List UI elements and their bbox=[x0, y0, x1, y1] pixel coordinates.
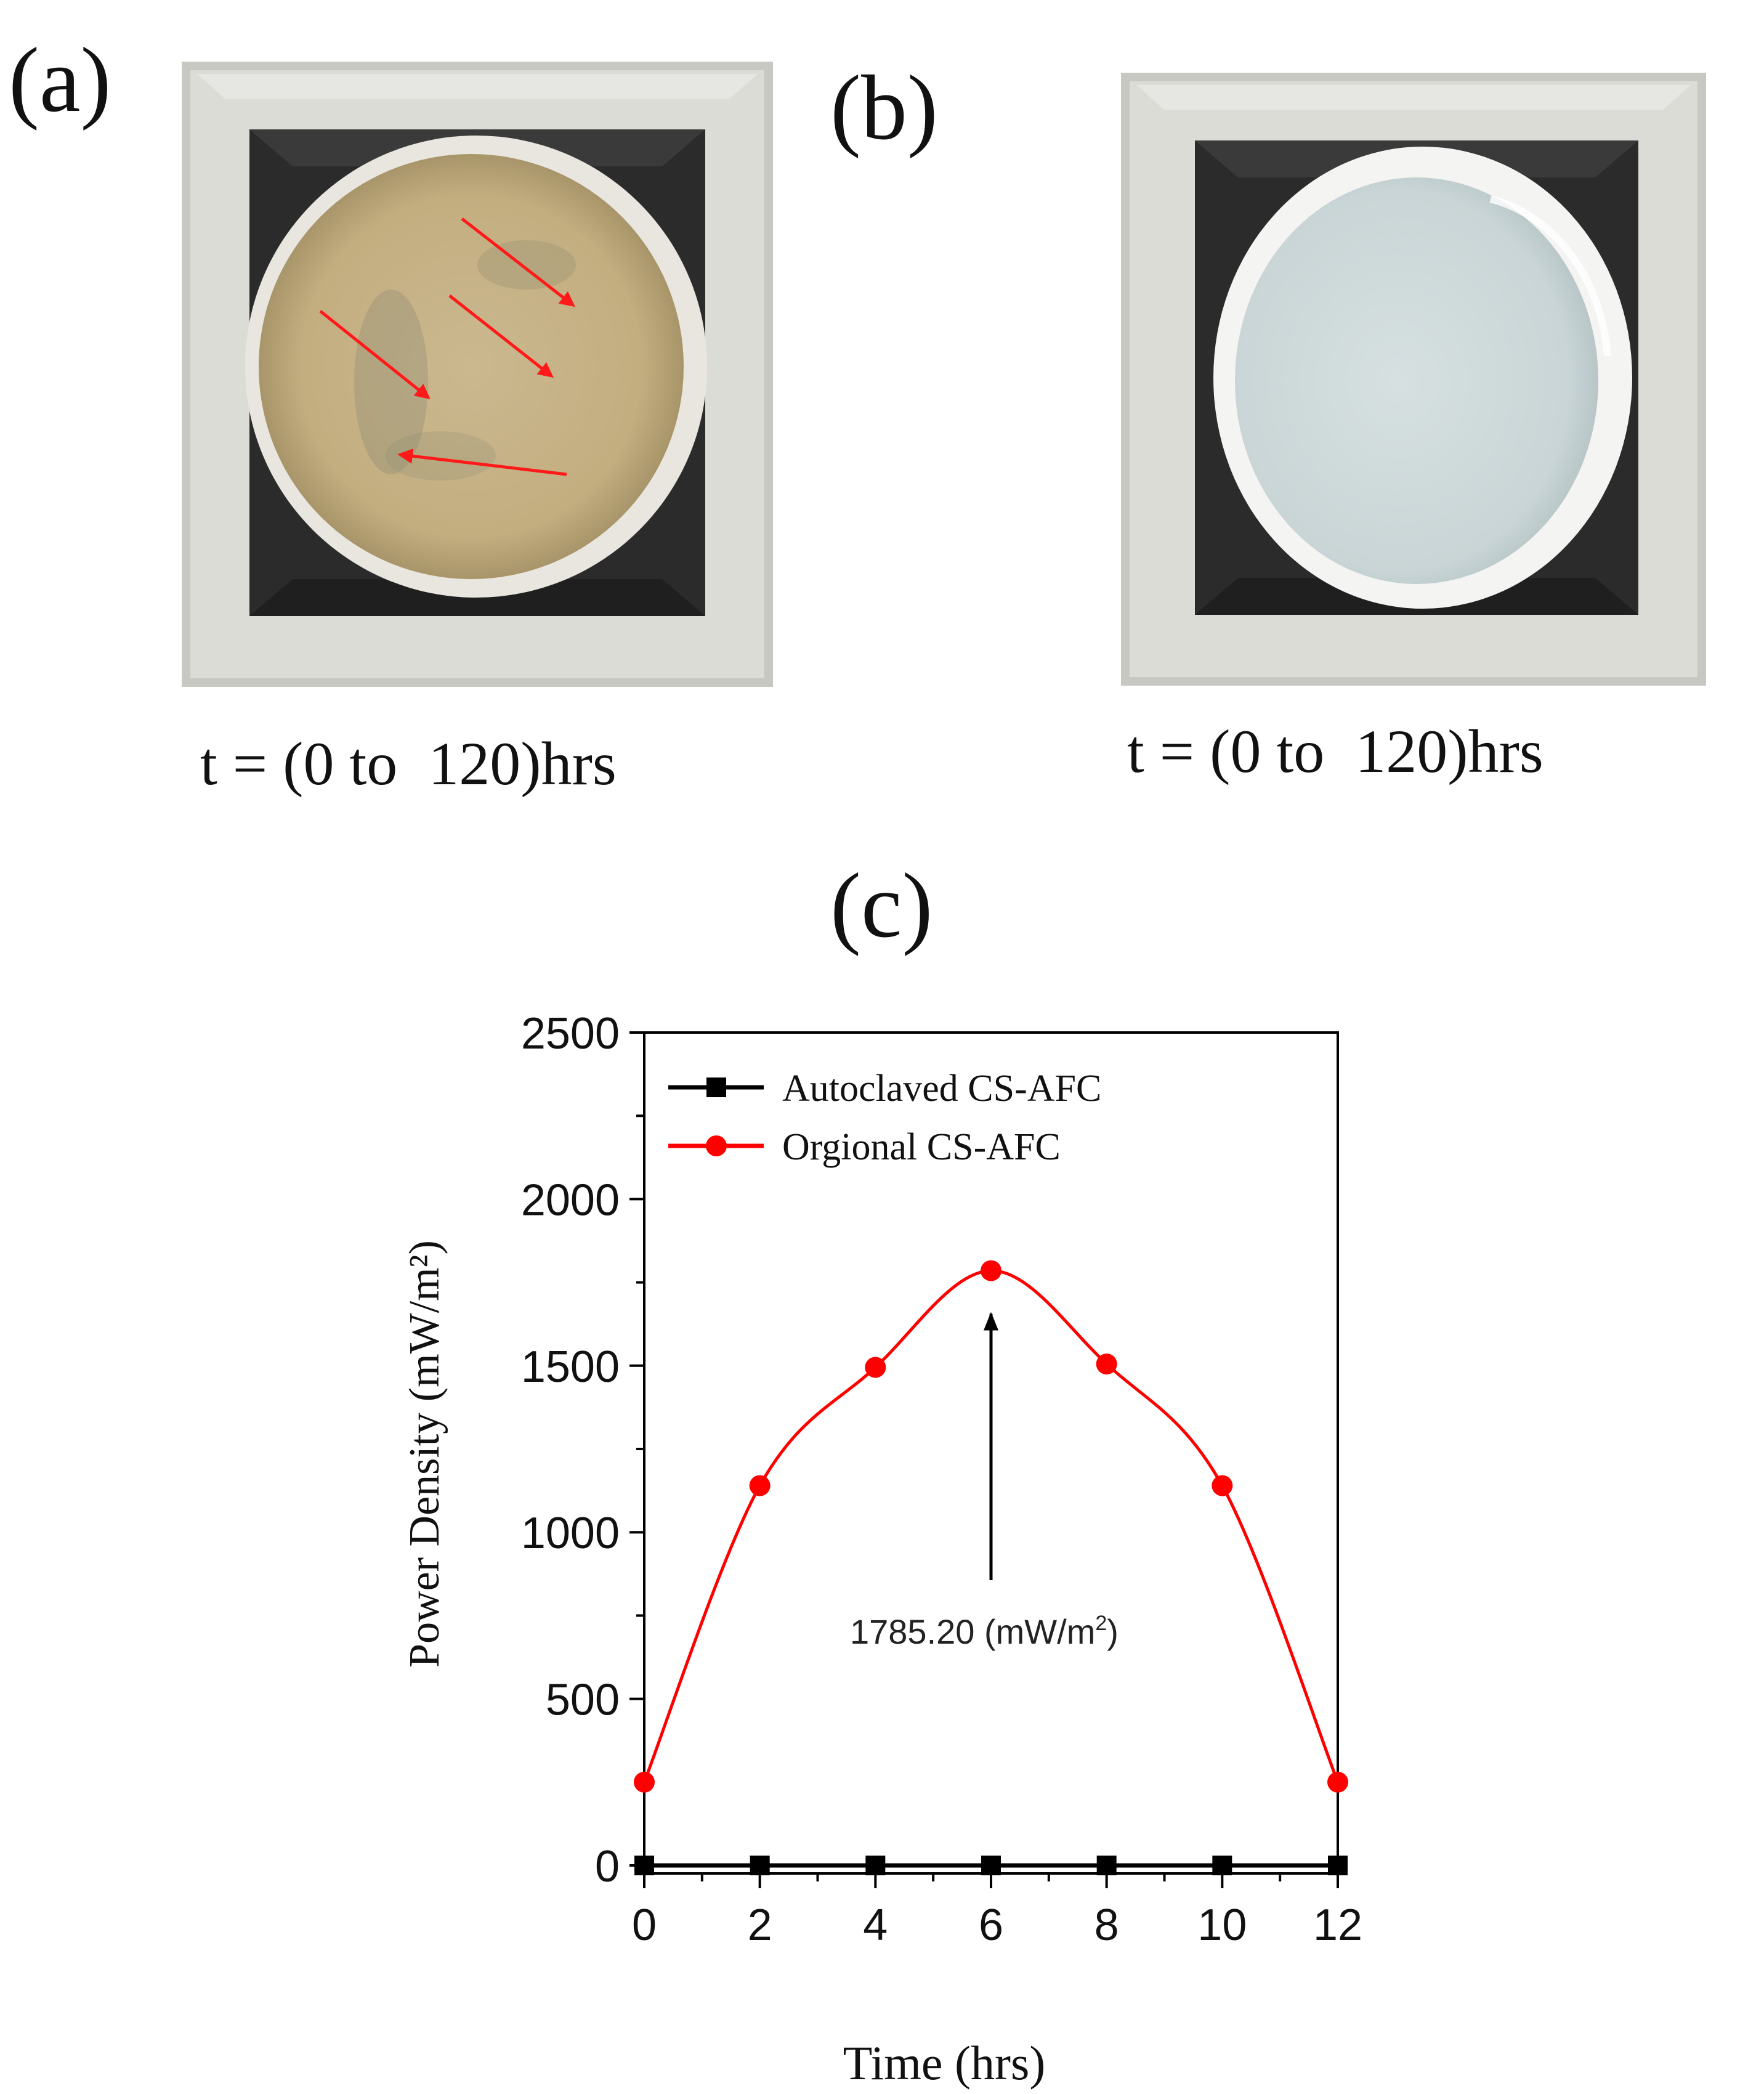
contaminated-agar bbox=[259, 154, 684, 579]
x-axis-label: Time (hrs) bbox=[843, 2036, 1046, 2090]
y-tick-label: 0 bbox=[595, 1842, 620, 1891]
data-point-autoclaved bbox=[865, 1856, 886, 1875]
y-axis-label: Power Density (mW/m²) bbox=[401, 1240, 448, 1668]
data-point-orgional bbox=[865, 1357, 886, 1378]
panel-b-caption: t = (0 to 120)hrs bbox=[1127, 717, 1544, 785]
data-point-orgional bbox=[1212, 1475, 1233, 1496]
y-tick-label: 1500 bbox=[521, 1342, 620, 1392]
clear-agar bbox=[1235, 177, 1598, 584]
x-tick-label: 4 bbox=[863, 1901, 888, 1950]
data-point-orgional bbox=[981, 1260, 1001, 1281]
panel-a-photo bbox=[182, 62, 773, 687]
legend-marker-orgional bbox=[706, 1135, 727, 1156]
data-point-autoclaved bbox=[1096, 1856, 1117, 1875]
y-tick-label: 2500 bbox=[521, 1009, 620, 1058]
panel-c-label: (c) bbox=[830, 854, 933, 957]
red-arrow-4 bbox=[397, 448, 567, 476]
data-point-autoclaved bbox=[634, 1856, 654, 1875]
y-tick-label: 500 bbox=[546, 1676, 620, 1725]
data-point-autoclaved bbox=[1328, 1856, 1348, 1875]
panel-b-label: (b) bbox=[830, 57, 938, 159]
legend: Autoclaved CS-AFC Orgional CS-AFC bbox=[668, 1068, 1101, 1168]
data-point-orgional bbox=[1096, 1353, 1117, 1375]
y-tick-label: 1000 bbox=[521, 1509, 620, 1558]
data-point-orgional bbox=[634, 1771, 655, 1793]
red-arrow-2 bbox=[448, 294, 554, 378]
data-point-autoclaved bbox=[981, 1856, 1001, 1875]
panel-a-label: (a) bbox=[9, 29, 111, 131]
frame-bevel bbox=[197, 74, 758, 99]
x-tick-label: 2 bbox=[748, 1901, 772, 1950]
red-arrow-1 bbox=[461, 217, 575, 307]
red-arrow-3 bbox=[319, 310, 431, 400]
legend-label-autoclaved: Autoclaved CS-AFC bbox=[782, 1068, 1101, 1110]
data-point-autoclaved bbox=[750, 1856, 770, 1875]
x-tick-label: 10 bbox=[1197, 1901, 1247, 1950]
panel-b-photo bbox=[1121, 73, 1706, 686]
legend-label-orgional: Orgional CS-AFC bbox=[782, 1126, 1061, 1168]
x-tick-label: 12 bbox=[1313, 1901, 1362, 1950]
legend-marker-autoclaved bbox=[706, 1077, 726, 1097]
x-tick-label: 6 bbox=[979, 1901, 1003, 1950]
data-point-orgional bbox=[1327, 1771, 1348, 1793]
data-point-autoclaved bbox=[1212, 1856, 1232, 1875]
x-tick-label: 8 bbox=[1094, 1901, 1119, 1950]
y-tick-label: 2000 bbox=[521, 1175, 620, 1225]
annotation-label: 1785.20 (mW/m2) bbox=[850, 1612, 1119, 1651]
panel-a-caption: t = (0 to 120)hrs bbox=[200, 729, 617, 798]
data-point-orgional bbox=[749, 1475, 771, 1496]
x-tick-label: 0 bbox=[632, 1901, 657, 1950]
